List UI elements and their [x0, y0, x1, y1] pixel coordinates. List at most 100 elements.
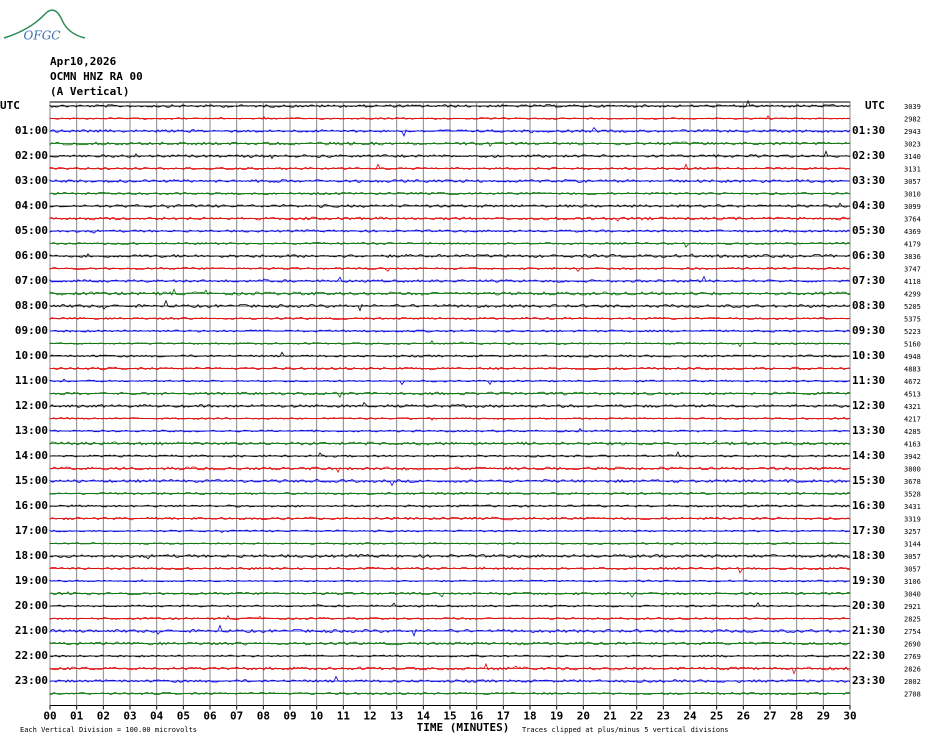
row-count: 3764: [904, 216, 921, 224]
row-count: 4118: [904, 278, 921, 286]
x-tick-label: 06: [203, 710, 217, 723]
trace: [49, 150, 851, 160]
trace: [49, 529, 851, 533]
row-count: 3010: [904, 191, 921, 199]
row-count: 4179: [904, 241, 921, 249]
trace: [49, 141, 851, 148]
left-time-label: 15:00: [15, 474, 48, 487]
trace: [49, 366, 851, 371]
left-time-label: 18:00: [15, 549, 48, 562]
x-tick-label: 17: [497, 710, 510, 723]
right-time-label: 09:30: [852, 324, 885, 337]
x-tick-label: 18: [523, 710, 536, 723]
right-time-label: 02:30: [852, 149, 885, 162]
left-time-label: 07:00: [15, 274, 48, 287]
row-count: 3800: [904, 466, 921, 474]
x-tick-label: 30: [843, 710, 856, 723]
row-count: 3023: [904, 141, 921, 149]
row-count: 2943: [904, 128, 921, 136]
right-time-label: 12:30: [852, 399, 885, 412]
trace: [49, 428, 851, 433]
left-time-label: 05:00: [15, 224, 48, 237]
row-count: 2690: [904, 641, 921, 649]
trace: [49, 391, 851, 399]
trace: [49, 641, 851, 646]
trace: [49, 416, 851, 421]
trace: [49, 624, 851, 637]
x-tick-label: 15: [443, 710, 456, 723]
right-time-label: 20:30: [852, 599, 885, 612]
row-count: 5375: [904, 316, 921, 324]
left-time-label: 09:00: [15, 324, 48, 337]
trace: [49, 553, 851, 560]
left-time-label: 03:00: [15, 174, 48, 187]
x-tick-label: 19: [550, 710, 563, 723]
trace: [49, 340, 851, 348]
footer-left: Each Vertical Division = 100.00 microvol…: [20, 726, 197, 734]
left-time-label: 08:00: [15, 299, 48, 312]
trace: [49, 491, 850, 496]
trace: [49, 601, 851, 608]
right-time-label: 17:30: [852, 524, 885, 537]
trace: [49, 691, 850, 696]
x-tick-label: 09: [283, 710, 296, 723]
row-count: 3144: [904, 541, 921, 549]
x-tick-label: 11: [337, 710, 351, 723]
row-count: 4672: [904, 378, 921, 386]
row-count: 3528: [904, 491, 921, 499]
right-time-label: 11:30: [852, 374, 885, 387]
component: (A Vertical): [50, 85, 129, 98]
row-count: 5205: [904, 303, 921, 311]
x-tick-label: 23: [657, 710, 670, 723]
row-count: 3140: [904, 153, 921, 161]
x-tick-label: 14: [417, 710, 431, 723]
trace: [49, 566, 850, 574]
trace: [49, 163, 851, 171]
date: Apr10,2026: [50, 55, 117, 68]
trace: [49, 466, 851, 474]
left-time-label: 17:00: [15, 524, 48, 537]
x-tick-label: 27: [763, 710, 776, 723]
row-count: 3106: [904, 578, 921, 586]
right-time-label: 21:30: [852, 624, 885, 637]
station: OCMN HNZ RA 00: [50, 70, 143, 83]
trace: [49, 266, 851, 273]
row-count: 2708: [904, 691, 921, 699]
row-count: 3942: [904, 453, 921, 461]
row-count: 3257: [904, 528, 921, 536]
right-axis-title: UTC: [865, 99, 885, 112]
row-count: 2826: [904, 666, 921, 674]
right-time-label: 07:30: [852, 274, 885, 287]
trace: [49, 253, 851, 259]
row-count: 2802: [904, 678, 921, 686]
row-count: 4285: [904, 428, 921, 436]
x-tick-label: 28: [790, 710, 803, 723]
right-time-label: 18:30: [852, 549, 885, 562]
trace: [49, 229, 851, 234]
x-tick-label: 20: [577, 710, 590, 723]
row-count: 3319: [904, 516, 921, 524]
trace: [49, 351, 851, 358]
row-count: 3836: [904, 253, 921, 261]
left-time-label: 16:00: [15, 499, 48, 512]
x-tick-label: 05: [177, 710, 190, 723]
left-time-label: 04:00: [15, 199, 48, 212]
left-axis-title: UTC: [0, 99, 20, 112]
trace: [49, 126, 851, 137]
row-count: 4883: [904, 366, 921, 374]
right-time-label: 06:30: [852, 249, 885, 262]
row-count: 5160: [904, 341, 921, 349]
row-count: 3039: [904, 103, 921, 111]
x-tick-label: 03: [123, 710, 136, 723]
trace: [49, 675, 851, 683]
x-tick-label: 29: [817, 710, 830, 723]
left-time-label: 23:00: [15, 674, 48, 687]
right-time-label: 23:30: [852, 674, 885, 687]
row-count: 4321: [904, 403, 921, 411]
left-time-label: 12:00: [15, 399, 48, 412]
trace: [49, 329, 851, 333]
x-tick-label: 04: [150, 710, 164, 723]
trace: [49, 478, 851, 487]
row-count: 4948: [904, 353, 921, 361]
left-time-label: 11:00: [15, 374, 48, 387]
